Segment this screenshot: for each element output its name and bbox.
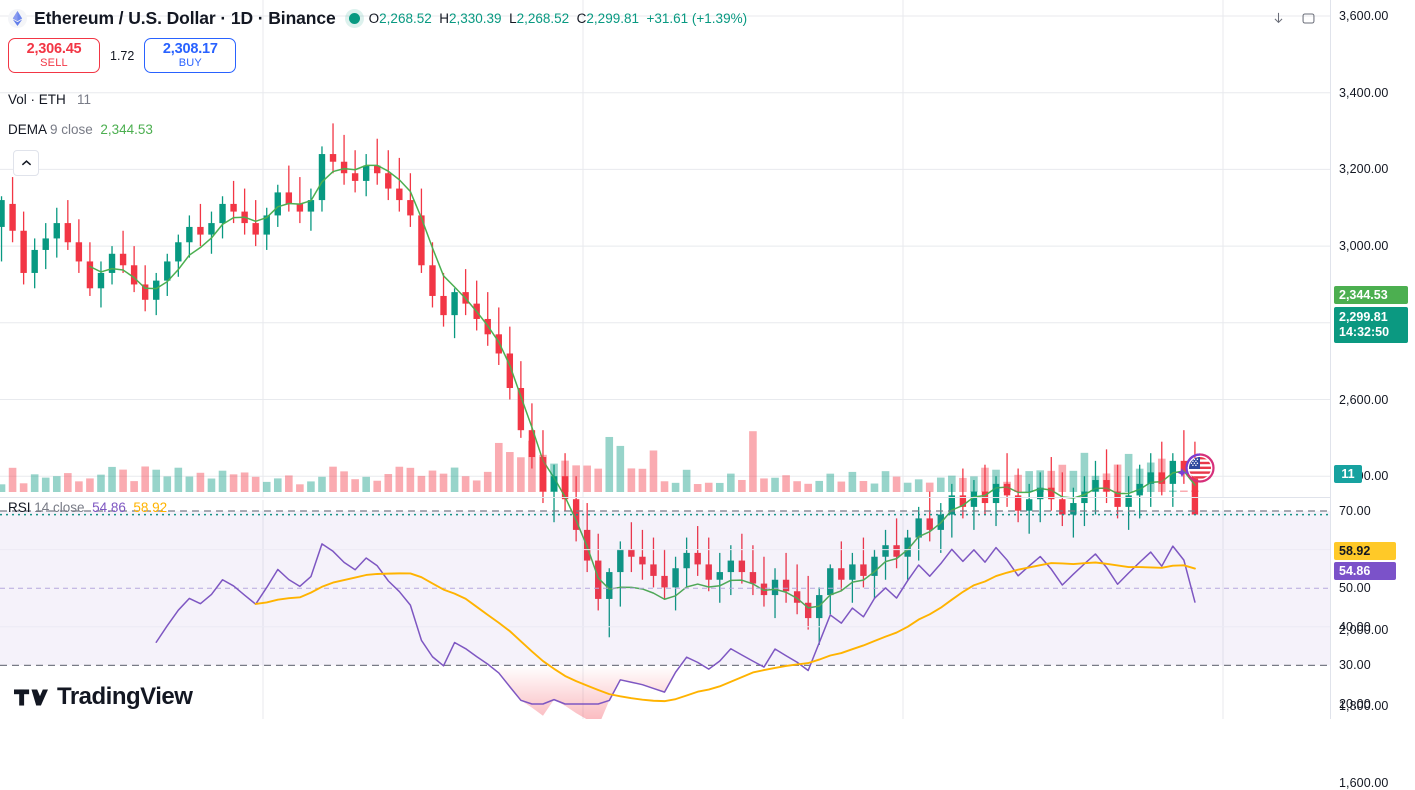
rsi-tick: 30.00 bbox=[1339, 658, 1371, 672]
rsi-legend[interactable]: RSI 14 close 54.86 58.92 bbox=[8, 501, 167, 515]
pane-separator-rsi bbox=[0, 497, 1330, 498]
symbol-title[interactable]: Ethereum / U.S. Dollar · 1D · Binance bbox=[34, 7, 336, 28]
close-key: C bbox=[576, 10, 587, 26]
high-key: H bbox=[439, 10, 449, 26]
market-status-dot bbox=[348, 12, 360, 24]
high-value: 2,330.39 bbox=[449, 10, 502, 26]
price-tick: 2,600.00 bbox=[1339, 392, 1389, 407]
dema-legend-value: 2,344.53 bbox=[100, 122, 153, 137]
us-flag-event-icon[interactable] bbox=[1176, 452, 1216, 488]
trade-panel: 2,306.45 SELL 1.72 2,308.17 BUY bbox=[8, 38, 237, 73]
price-scale[interactable]: 3,600.003,400.003,200.003,000.002,800.00… bbox=[1330, 0, 1415, 790]
close-value: 2,299.81 bbox=[586, 10, 639, 26]
dema-price-badge: 2,344.53 bbox=[1334, 286, 1408, 304]
rsi-tick: 70.00 bbox=[1339, 504, 1371, 518]
low-value: 2,268.52 bbox=[516, 10, 570, 26]
sell-button[interactable]: 2,306.45 SELL bbox=[8, 38, 100, 73]
rsi-legend-value: 54.86 bbox=[92, 500, 126, 515]
download-icon[interactable] bbox=[1268, 8, 1288, 28]
tradingview-logo-icon bbox=[14, 688, 48, 706]
price-tick: 3,000.00 bbox=[1339, 239, 1389, 254]
chart-canvas bbox=[0, 0, 1330, 719]
ohlc-values: O2,268.52 H2,330.39 L2,268.52 C2,299.81 … bbox=[369, 11, 747, 26]
rsi-tick: 50.00 bbox=[1339, 581, 1371, 595]
header-actions bbox=[1268, 8, 1318, 28]
open-value: 2,268.52 bbox=[379, 10, 432, 26]
rsi-value-badge: 54.86 bbox=[1334, 562, 1396, 580]
tradingview-wordmark: TradingView bbox=[57, 683, 193, 710]
price-change: +31.61 (+1.39%) bbox=[646, 10, 748, 26]
volume-legend-name: Vol · ETH bbox=[8, 92, 66, 107]
dema-legend-params: 9 close bbox=[50, 122, 93, 137]
volume-legend[interactable]: Vol · ETH 11 bbox=[8, 93, 91, 107]
rsi-tick: 20.00 bbox=[1339, 697, 1371, 711]
dema-legend[interactable]: DEMA 9 close 2,344.53 bbox=[8, 123, 153, 137]
buy-button[interactable]: 2,308.17 BUY bbox=[144, 38, 237, 73]
tradingview-logo: TradingView bbox=[14, 683, 193, 711]
open-key: O bbox=[368, 10, 380, 26]
volume-badge: 11 bbox=[1334, 465, 1362, 483]
price-tick: 1,600.00 bbox=[1339, 776, 1389, 790]
price-tick: 1,800.00 bbox=[1339, 699, 1389, 714]
rsi-ma-legend-value: 58.92 bbox=[133, 500, 168, 515]
spread-value: 1.72 bbox=[110, 48, 135, 63]
fullscreen-icon[interactable] bbox=[1298, 8, 1318, 28]
sell-price: 2,306.45 bbox=[26, 40, 82, 57]
bar-countdown: 14:32:50 bbox=[1339, 325, 1390, 339]
ethereum-icon bbox=[8, 8, 27, 28]
low-key: L bbox=[509, 10, 517, 26]
rsi-legend-params: 14 close bbox=[34, 500, 85, 515]
price-tick: 3,200.00 bbox=[1339, 162, 1389, 177]
volume-legend-value: 11 bbox=[77, 92, 92, 107]
rsi-legend-name: RSI bbox=[8, 500, 31, 515]
price-tick: 3,600.00 bbox=[1339, 9, 1389, 23]
dema-legend-name: DEMA bbox=[8, 122, 47, 137]
price-tick: 2,000.00 bbox=[1339, 622, 1389, 637]
chart-plot-area[interactable] bbox=[0, 0, 1330, 719]
chart-header: Ethereum / U.S. Dollar · 1D · Binance O2… bbox=[8, 6, 747, 30]
price-tick: 3,400.00 bbox=[1339, 85, 1389, 100]
sell-label: SELL bbox=[40, 57, 68, 70]
collapse-pane-button[interactable] bbox=[13, 150, 39, 176]
rsi-ma-badge: 58.92 bbox=[1334, 542, 1396, 560]
rsi-tick: 40.00 bbox=[1339, 620, 1371, 634]
last-price-value: 2,299.81 bbox=[1339, 310, 1388, 324]
buy-price: 2,308.17 bbox=[162, 40, 218, 57]
buy-label: BUY bbox=[178, 57, 202, 70]
last-price-badge[interactable]: 2,299.81 14:32:50 bbox=[1334, 307, 1408, 343]
